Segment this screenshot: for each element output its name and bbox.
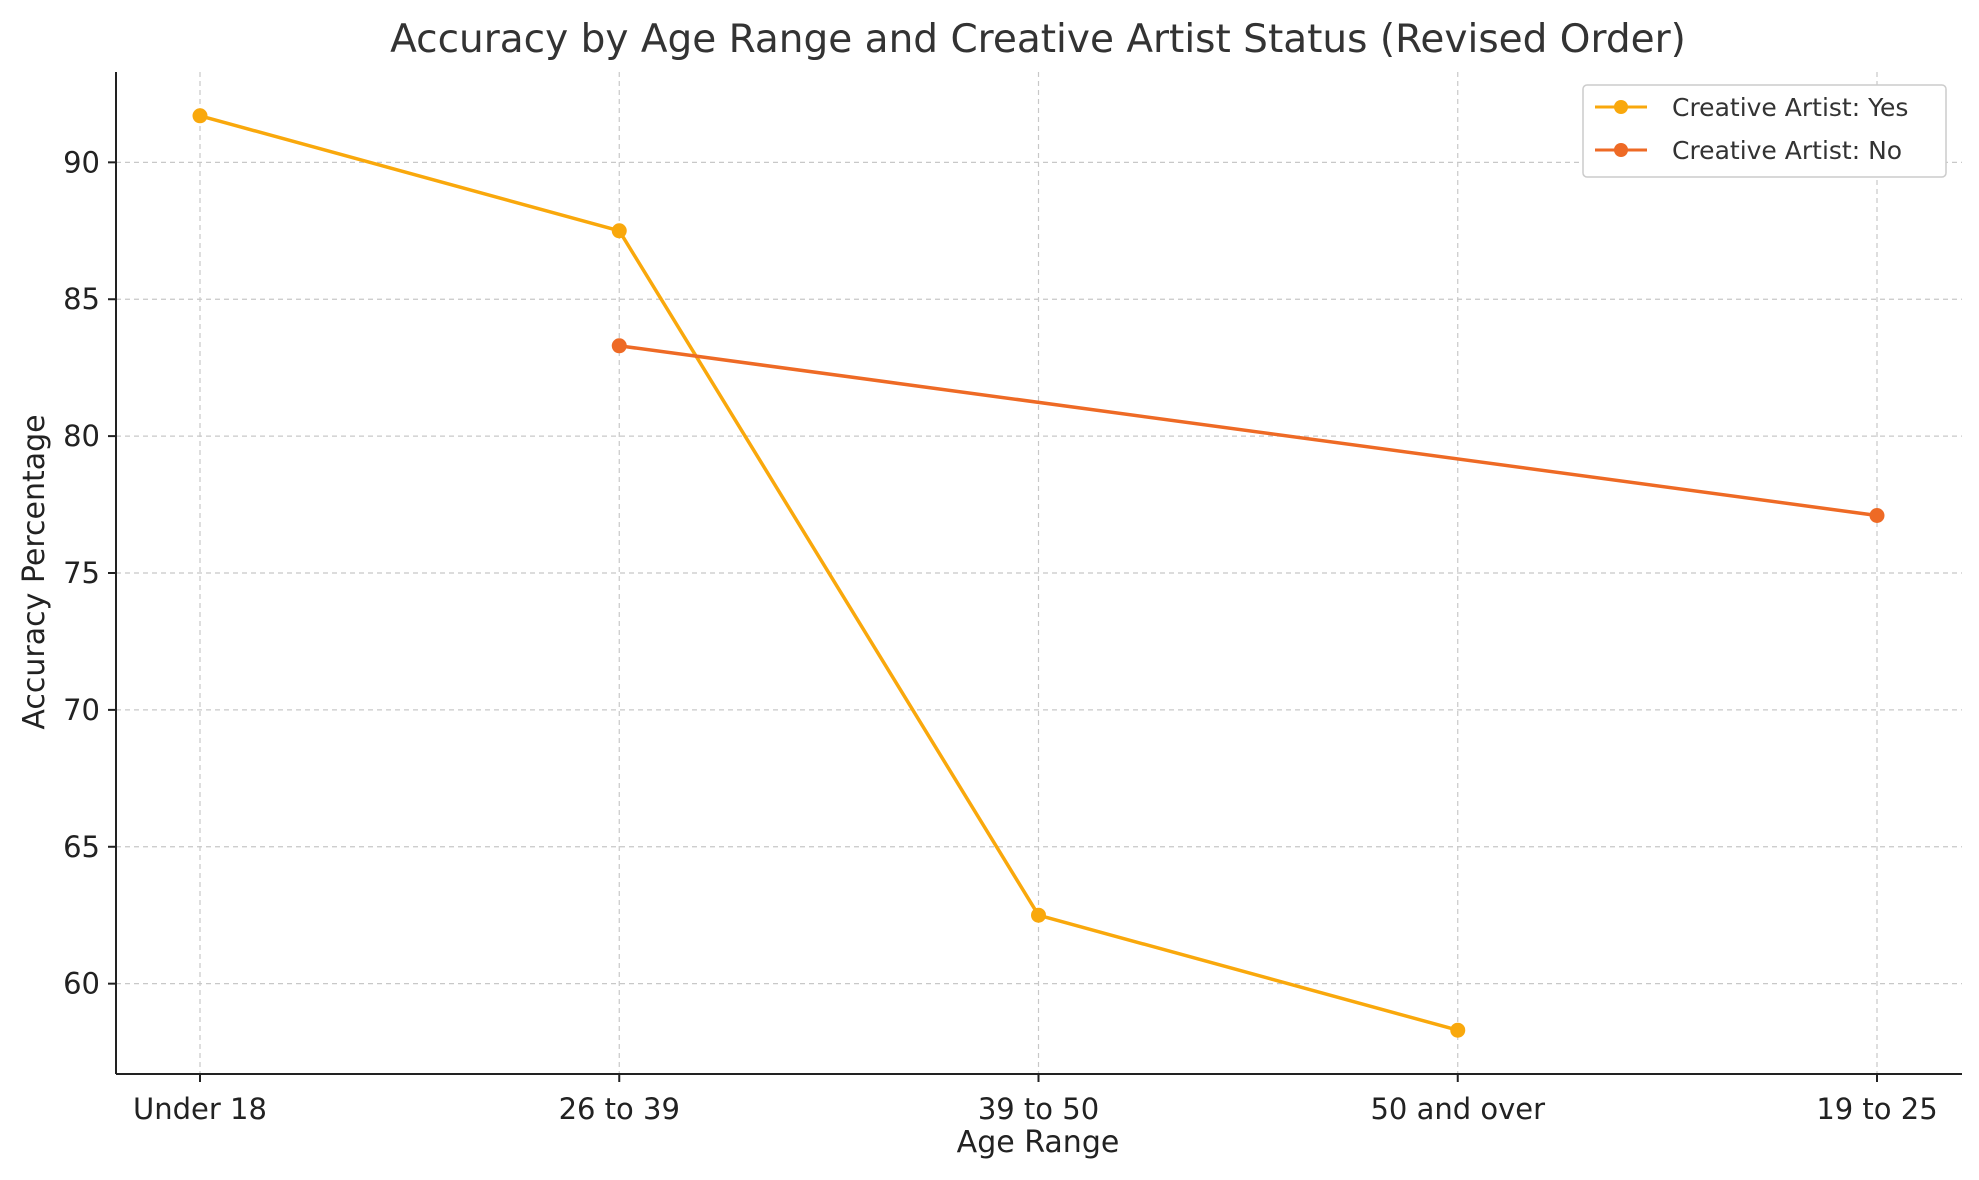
legend-label-no: Creative Artist: No xyxy=(1672,136,1902,165)
series-line-0 xyxy=(199,114,1459,1032)
series-point-0 xyxy=(192,108,208,124)
legend-marker-no xyxy=(1614,143,1628,157)
y-tick-label: 60 xyxy=(63,967,100,1001)
y-tick-label: 75 xyxy=(63,556,100,590)
x-tick-label: Under 18 xyxy=(133,1092,267,1126)
series xyxy=(192,108,1885,1038)
legend: Creative Artist: Yes Creative Artist: No xyxy=(1582,84,1947,178)
y-tick-label: 85 xyxy=(63,282,100,316)
legend-marker-yes xyxy=(1614,100,1628,114)
x-tick-label: 39 to 50 xyxy=(978,1092,1099,1126)
series-point-0 xyxy=(1031,907,1046,923)
y-tick-label: 80 xyxy=(63,419,100,453)
x-tick-label: 50 and over xyxy=(1370,1092,1545,1126)
x-tick-label: 26 to 39 xyxy=(559,1092,680,1126)
y-axis-title: Accuracy Percentage xyxy=(17,414,52,729)
series-point-0 xyxy=(611,223,627,239)
series-point-1 xyxy=(1869,508,1885,524)
tick-labels: Under 18 26 to 39 39 to 50 50 and over 19 to… xyxy=(63,145,1938,1126)
y-tick-label: 65 xyxy=(63,830,100,864)
x-tick-label: 19 to 25 xyxy=(1816,1092,1937,1126)
legend-box xyxy=(1582,84,1947,178)
series-line-1 xyxy=(619,344,1878,518)
x-axis-title: Age Range xyxy=(957,1125,1120,1160)
legend-label-yes: Creative Artist: Yes xyxy=(1672,93,1908,122)
series-point-1 xyxy=(611,338,627,354)
grid-lines xyxy=(116,72,1962,1074)
legend-item-no: Creative Artist: No xyxy=(1595,136,1902,165)
legend-item-yes: Creative Artist: Yes xyxy=(1595,93,1908,122)
series-point-0 xyxy=(1450,1022,1466,1038)
y-tick-label: 70 xyxy=(63,693,100,727)
chart-title: Accuracy by Age Range and Creative Artis… xyxy=(390,17,1686,62)
y-tick-label: 90 xyxy=(63,145,100,179)
